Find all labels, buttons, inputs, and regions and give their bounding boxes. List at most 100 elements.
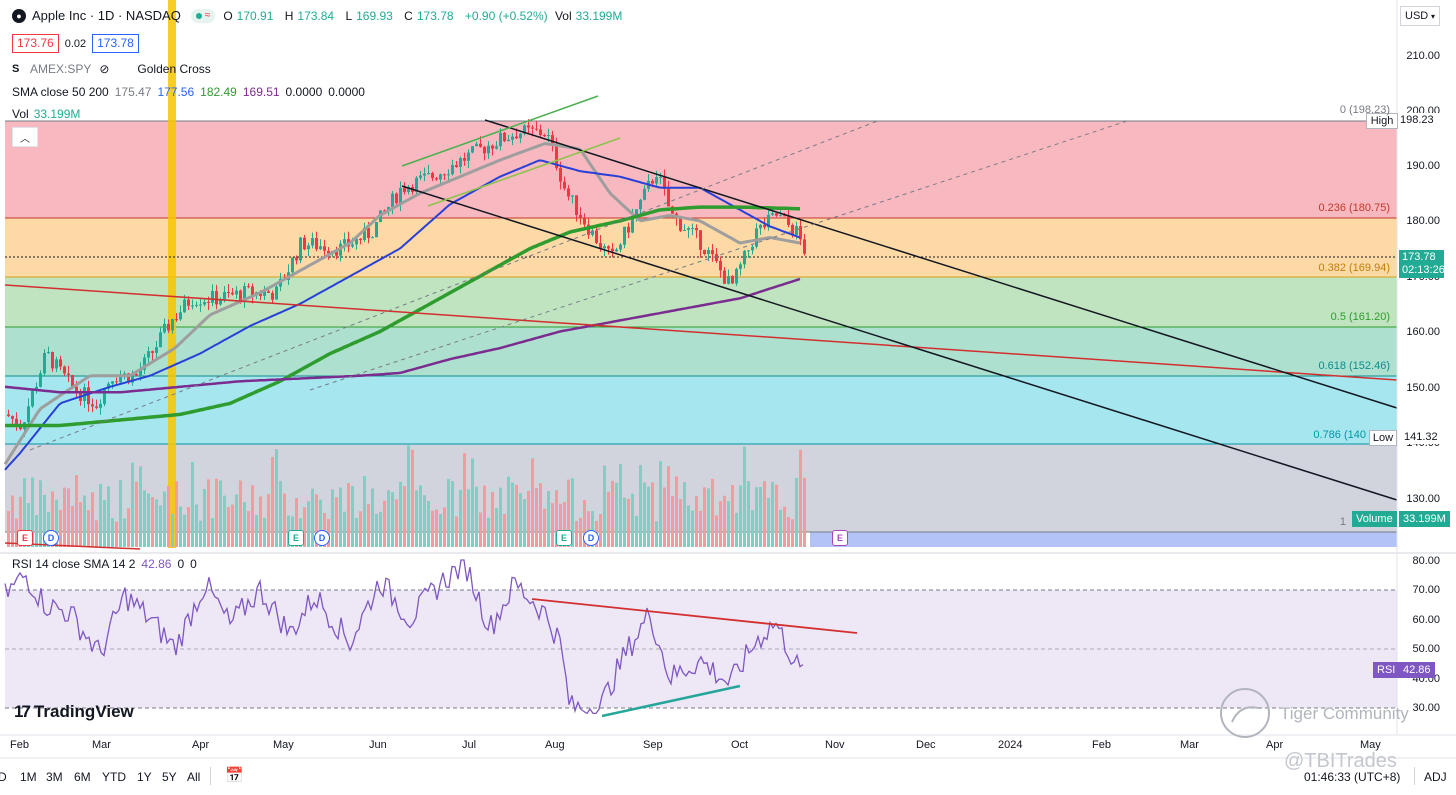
- volume-bar: [223, 495, 226, 547]
- market-status-badge[interactable]: ≈: [190, 8, 216, 23]
- dividend-event-icon[interactable]: D: [314, 530, 330, 546]
- volume-bar: [395, 499, 398, 547]
- candle-body: [351, 244, 354, 247]
- volume-bar: [455, 516, 458, 547]
- timeframe-1m-button[interactable]: 1M: [20, 770, 37, 784]
- currency-select[interactable]: USD ▾: [1400, 6, 1440, 26]
- volume-bar: [483, 485, 486, 547]
- adj-toggle[interactable]: ADJ: [1424, 770, 1447, 784]
- ask-price-button[interactable]: 173.78: [92, 34, 139, 53]
- timeframe-5y-button[interactable]: 5Y: [162, 770, 177, 784]
- volume-legend[interactable]: Vol 33.199M: [12, 107, 80, 121]
- clock-display[interactable]: 01:46:33 (UTC+8): [1304, 770, 1401, 784]
- candle-body: [147, 351, 150, 358]
- symbol-legend[interactable]: ● Apple Inc · 1D · NASDAQ ≈ O 170.91 H 173…: [12, 8, 626, 23]
- earnings-event-icon[interactable]: E: [17, 530, 33, 546]
- volume-bar: [247, 511, 250, 547]
- candle-body: [403, 187, 406, 192]
- sma-label[interactable]: SMA close 50 200: [12, 85, 109, 99]
- volume-bar: [687, 505, 690, 547]
- rsi-label[interactable]: RSI 14 close SMA 14 2: [12, 557, 136, 571]
- candle-body: [87, 387, 90, 405]
- upcoming-earnings-icon[interactable]: E: [832, 530, 848, 546]
- trendlines[interactable]: [4, 95, 1398, 550]
- bid-price-button[interactable]: 173.76: [12, 34, 59, 53]
- candle-body: [343, 239, 346, 244]
- volume-bar: [271, 456, 274, 547]
- volume-bar: [211, 518, 214, 547]
- tradingview-logo[interactable]: 17 TradingView: [14, 702, 134, 721]
- volume-bar: [303, 507, 306, 547]
- timeframe-1y-button[interactable]: 1Y: [137, 770, 152, 784]
- compare-symbol[interactable]: AMEX:SPY: [30, 62, 92, 76]
- volume-bar: [463, 453, 466, 547]
- volume-bar: [703, 487, 706, 547]
- vol-row-label[interactable]: Vol: [12, 107, 29, 121]
- candle-body: [215, 290, 218, 305]
- volume-bar: [519, 493, 522, 547]
- candle-body: [407, 186, 410, 192]
- volume-bar: [451, 481, 454, 547]
- earnings-event-icon[interactable]: E: [288, 530, 304, 546]
- volume-bar: [119, 480, 122, 547]
- volume-bar: [359, 511, 362, 547]
- volume-bar: [583, 500, 586, 547]
- rsi-legend[interactable]: RSI 14 close SMA 14 2 42.86 0 0: [12, 557, 197, 571]
- candle-body: [211, 290, 214, 303]
- bid-ask-row[interactable]: 173.76 0.02 173.78: [12, 34, 139, 53]
- candle-body: [399, 187, 402, 204]
- volume-bar: [131, 462, 134, 547]
- compare-row[interactable]: S AMEX:SPY ⊘ Golden Cross: [12, 62, 211, 76]
- timeframe-ytd-button[interactable]: YTD: [102, 770, 126, 784]
- candle-body: [11, 416, 14, 419]
- volume-bar: [679, 499, 682, 547]
- eye-hidden-icon[interactable]: ⊘: [99, 62, 110, 76]
- timeframe-all-button[interactable]: All: [187, 770, 201, 784]
- candle-body: [719, 261, 722, 271]
- candle-body: [571, 195, 574, 197]
- volume-bar: [311, 488, 314, 547]
- volume-bar: [747, 481, 750, 547]
- volume-bar: [415, 490, 418, 547]
- volume-bar: [495, 508, 498, 547]
- candle-body: [251, 286, 254, 296]
- volume-bar: [59, 510, 62, 547]
- candle-body: [327, 250, 330, 254]
- volume-bar: [207, 479, 210, 547]
- earnings-event-icon[interactable]: E: [556, 530, 572, 546]
- sma-green-line: [5, 205, 800, 428]
- dividend-event-icon[interactable]: D: [583, 530, 599, 546]
- volume-bar: [99, 484, 102, 547]
- candle-body: [91, 404, 94, 407]
- dividend-event-icon[interactable]: D: [43, 530, 59, 546]
- date-range-calendar-icon[interactable]: 📅: [225, 767, 244, 784]
- volume-bar: [403, 486, 406, 547]
- candle-body: [523, 125, 526, 134]
- volume-bar: [343, 511, 346, 547]
- candle-body: [779, 215, 782, 217]
- volume-bar: [243, 502, 246, 547]
- candle-body: [511, 136, 514, 140]
- volume-bar: [779, 509, 782, 547]
- timeframe-1d-button[interactable]: D: [0, 770, 7, 784]
- candle-body: [467, 152, 470, 161]
- fib-retracement[interactable]: [5, 120, 1397, 547]
- volume-bar: [707, 488, 710, 547]
- rsi-pane[interactable]: [4, 559, 1397, 718]
- candle-body: [359, 238, 362, 241]
- timeframe-6m-button[interactable]: 6M: [74, 770, 91, 784]
- candle-body: [15, 418, 18, 426]
- volume-bar: [751, 510, 754, 547]
- timeframe-3m-button[interactable]: 3M: [46, 770, 63, 784]
- symbol-title[interactable]: Apple Inc · 1D · NASDAQ: [32, 8, 181, 23]
- sma-legend[interactable]: SMA close 50 200 175.47 177.56 182.49 16…: [12, 85, 365, 99]
- collapse-legend-button[interactable]: ︿: [12, 127, 38, 147]
- volume-bar: [227, 506, 230, 547]
- volume-bar: [739, 485, 742, 547]
- volume-bar: [83, 495, 86, 547]
- golden-cross-indicator[interactable]: Golden Cross: [137, 62, 211, 76]
- volume-bar: [459, 489, 462, 547]
- candle-body: [275, 286, 278, 300]
- candle-body: [579, 214, 582, 219]
